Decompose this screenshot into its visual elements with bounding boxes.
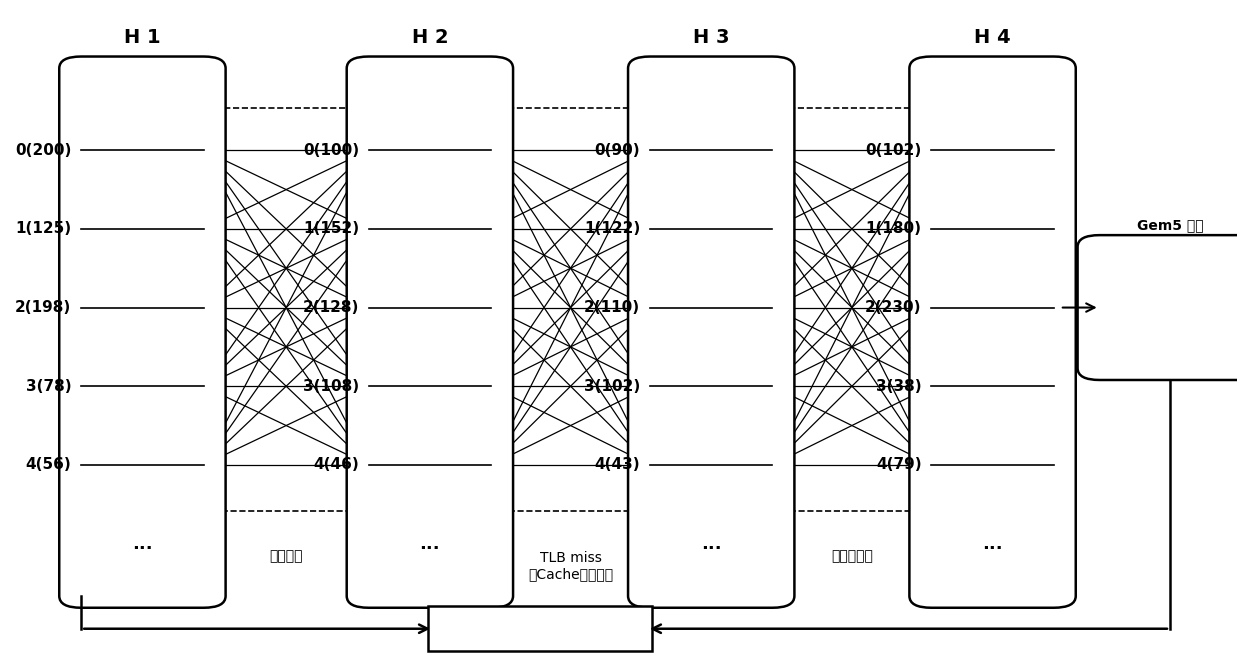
Text: ...: ... [133,535,153,553]
Text: 2(230): 2(230) [866,300,921,315]
Text: 4(79): 4(79) [875,457,921,473]
Text: 1(122): 1(122) [584,221,640,237]
Text: 4(56): 4(56) [26,457,72,473]
Text: H 4: H 4 [975,28,1011,48]
Text: Cache
misses: Cache misses [1136,287,1204,329]
FancyBboxPatch shape [909,57,1076,607]
FancyBboxPatch shape [428,606,652,651]
Text: 3(108): 3(108) [303,379,358,394]
Text: 非阻塞发射: 非阻塞发射 [831,550,873,564]
Text: H 2: H 2 [412,28,448,48]
Text: ...: ... [701,535,722,553]
Text: ...: ... [982,535,1003,553]
Text: 0(200): 0(200) [15,143,72,158]
FancyBboxPatch shape [60,57,226,607]
Text: 0(90): 0(90) [595,143,640,158]
Text: 1(125): 1(125) [15,221,72,237]
Text: H 1: H 1 [124,28,161,48]
Text: Gem5 结果: Gem5 结果 [1137,219,1203,233]
Text: 3(102): 3(102) [584,379,640,394]
Text: 2(128): 2(128) [303,300,358,315]
Text: 2(198): 2(198) [15,300,72,315]
Text: 3(38): 3(38) [875,379,921,394]
FancyBboxPatch shape [627,57,795,607]
Text: 4(43): 4(43) [595,457,640,473]
Text: TLB miss
及Cache端口堵塞: TLB miss 及Cache端口堵塞 [528,551,613,582]
Text: H 3: H 3 [693,28,729,48]
Text: 3(78): 3(78) [26,379,72,394]
Text: 0(102): 0(102) [866,143,921,158]
Text: 4(46): 4(46) [314,457,358,473]
FancyBboxPatch shape [347,57,513,607]
Text: 1(180): 1(180) [866,221,921,237]
Text: 1(152): 1(152) [303,221,358,237]
Text: BP神经网络: BP神经网络 [507,620,573,638]
FancyBboxPatch shape [1078,235,1240,380]
Text: ...: ... [419,535,440,553]
Text: 2(110): 2(110) [584,300,640,315]
Text: 0(100): 0(100) [303,143,358,158]
Text: 乱序调度: 乱序调度 [269,550,303,564]
